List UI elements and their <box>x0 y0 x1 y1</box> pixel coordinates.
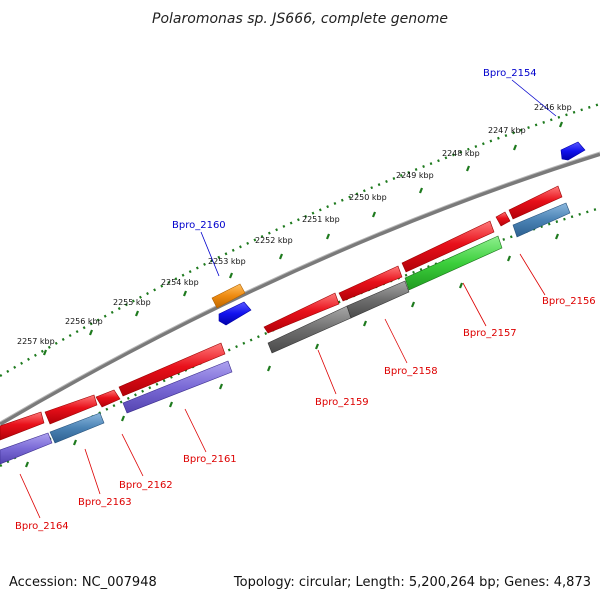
forward-strand-genes <box>211 141 586 326</box>
gene-arrow[interactable] <box>122 360 233 414</box>
kbp-labels: 2257 kbp 2256 kbp 2255 kbp 2254 kbp 2253… <box>17 103 572 346</box>
gene-arrow[interactable] <box>338 265 403 302</box>
gene-arrow[interactable] <box>508 185 563 220</box>
gene-arrow[interactable] <box>218 301 252 326</box>
outer-ruler-line <box>0 102 600 378</box>
outer-ruler-ticks <box>42 121 564 356</box>
kbp-label: 2246 kbp <box>534 103 572 112</box>
gene-arrow[interactable] <box>211 283 246 309</box>
gene-label-bpro-2161[interactable]: Bpro_2161 <box>183 454 237 465</box>
gene-arrow[interactable] <box>0 432 53 465</box>
genome-backbone-highlight <box>0 151 600 423</box>
gene-label-bpro-2159[interactable]: Bpro_2159 <box>315 397 369 408</box>
gene-arrow[interactable] <box>263 292 340 334</box>
kbp-label: 2257 kbp <box>17 337 55 346</box>
genome-summary-text: Topology: circular; Length: 5,200,264 bp… <box>233 575 591 590</box>
gene-arrow[interactable] <box>95 389 121 408</box>
gene-arrow[interactable] <box>404 235 503 291</box>
kbp-label: 2248 kbp <box>442 149 480 158</box>
gene-label-bpro-2163[interactable]: Bpro_2163 <box>78 497 132 508</box>
gene-labels: Bpro_2154 Bpro_2160 Bpro_2156 Bpro_2157 … <box>15 68 596 532</box>
gene-label-bpro-2154[interactable]: Bpro_2154 <box>483 68 537 79</box>
kbp-label: 2255 kbp <box>113 298 151 307</box>
kbp-label: 2249 kbp <box>396 171 434 180</box>
gene-label-bpro-2160[interactable]: Bpro_2160 <box>172 220 226 231</box>
gene-arrow[interactable] <box>346 280 410 319</box>
kbp-label: 2254 kbp <box>161 278 199 287</box>
kbp-label: 2252 kbp <box>255 236 293 245</box>
gene-arrow[interactable] <box>0 411 45 441</box>
gene-label-bpro-2164[interactable]: Bpro_2164 <box>15 521 69 532</box>
label-connectors <box>19 79 557 519</box>
inner-ruler-ticks <box>24 233 560 468</box>
gene-arrow[interactable] <box>401 220 495 273</box>
gene-label-bpro-2156[interactable]: Bpro_2156 <box>542 296 596 307</box>
gene-label-bpro-2162[interactable]: Bpro_2162 <box>119 480 173 491</box>
gene-arrow[interactable] <box>512 202 571 238</box>
map-title: Polaromonas sp. JS666, complete genome <box>152 11 448 27</box>
kbp-label: 2251 kbp <box>302 215 340 224</box>
gene-arrow[interactable] <box>44 394 98 425</box>
gene-arrow[interactable] <box>495 211 511 227</box>
kbp-label: 2256 kbp <box>65 317 103 326</box>
gene-arrow[interactable] <box>118 342 226 397</box>
gene-arrow[interactable] <box>49 412 105 444</box>
gene-arrow[interactable] <box>560 141 586 161</box>
genome-backbone <box>0 152 600 426</box>
kbp-label: 2253 kbp <box>208 257 246 266</box>
kbp-label: 2247 kbp <box>488 126 526 135</box>
gene-label-bpro-2158[interactable]: Bpro_2158 <box>384 366 438 377</box>
accession-text: Accession: NC_007948 <box>9 575 157 590</box>
gene-label-bpro-2157[interactable]: Bpro_2157 <box>463 328 517 339</box>
kbp-label: 2250 kbp <box>349 193 387 202</box>
reverse-strand-genes <box>0 185 571 465</box>
